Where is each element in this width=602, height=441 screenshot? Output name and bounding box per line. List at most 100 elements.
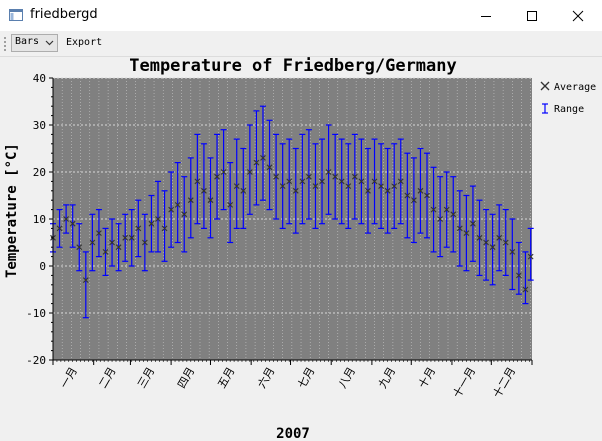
close-button[interactable] <box>555 0 601 31</box>
average-marker <box>358 178 365 185</box>
y-tick-label: -20 <box>26 354 46 367</box>
x-tick-label: 二月 <box>96 365 118 391</box>
range-errorbar <box>437 176 444 258</box>
chart-type-select[interactable]: Bars <box>11 34 58 52</box>
average-marker <box>312 183 319 189</box>
chart-title: Temperature of Friedberg/Germany <box>129 56 457 76</box>
range-errorbar <box>259 105 266 201</box>
average-marker <box>476 234 483 241</box>
average-marker <box>443 206 450 213</box>
average-marker <box>279 183 286 189</box>
average-marker <box>207 197 214 204</box>
average-marker <box>391 183 398 189</box>
maximize-icon <box>527 10 537 21</box>
range-errorbar <box>246 124 253 215</box>
average-marker <box>135 225 142 232</box>
average-marker <box>220 169 227 175</box>
export-button[interactable]: Export <box>66 37 103 48</box>
average-marker <box>424 192 430 199</box>
range-errorbar <box>299 133 306 225</box>
average-marker <box>240 187 247 194</box>
average-marker <box>345 183 352 189</box>
y-axis-label: Temperature [°C] <box>4 143 20 278</box>
average-marker <box>515 272 522 279</box>
average-marker <box>397 178 404 185</box>
average-marker <box>378 183 384 189</box>
average-marker <box>128 234 135 241</box>
average-marker <box>437 216 444 222</box>
average-marker <box>96 230 102 236</box>
range-errorbar <box>483 209 490 281</box>
x-tick-label: 十一月 <box>450 365 479 401</box>
average-marker <box>365 187 371 194</box>
average-marker <box>174 202 181 208</box>
x-tick-label: 十二月 <box>490 365 519 401</box>
x-tick-label: 三月 <box>135 365 157 391</box>
legend-average-label: Average <box>554 82 596 93</box>
average-marker <box>463 230 470 236</box>
x-axis-label: 2007 <box>276 426 310 441</box>
range-errorbar <box>227 161 234 244</box>
y-tick-label: 10 <box>33 213 46 226</box>
legend: Average Range <box>540 81 596 115</box>
average-marker <box>404 192 411 199</box>
range-errorbar <box>82 251 89 319</box>
average-marker <box>69 220 76 227</box>
toolbar-grip[interactable] <box>3 36 7 51</box>
average-marker <box>63 216 70 222</box>
chevron-down-icon <box>45 40 54 46</box>
average-marker <box>496 234 503 241</box>
legend-average-marker <box>540 81 550 91</box>
range-errorbar <box>527 227 534 281</box>
app-window-icon <box>9 9 23 21</box>
x-tick-label: 一月 <box>58 365 80 391</box>
average-marker <box>260 155 266 161</box>
average-marker <box>109 239 115 246</box>
average-marker <box>155 216 161 222</box>
plot-background <box>53 78 532 360</box>
average-marker <box>456 225 463 232</box>
y-tick-label: 0 <box>39 260 46 273</box>
average-marker <box>181 211 188 218</box>
average-marker <box>527 253 534 260</box>
maximize-button[interactable] <box>509 0 555 31</box>
average-marker <box>214 173 220 180</box>
y-axis-ticks: -20 -10 0 10 20 30 40 <box>26 72 53 367</box>
legend-range-label: Range <box>554 104 584 115</box>
average-marker <box>266 164 273 171</box>
x-tick-label: 五月 <box>215 365 237 391</box>
average-marker <box>233 183 240 189</box>
average-marker <box>417 187 424 194</box>
average-marker <box>161 225 168 232</box>
range-errorbar <box>69 204 76 248</box>
window-title: friedbergd <box>30 7 98 22</box>
average-marker <box>325 169 332 175</box>
temperature-chart: -20 -10 0 10 20 30 40 一月 二月 三月 四月 五月 六月 七月 八月 九月 十月 十一月十… <box>4 56 596 441</box>
average-marker <box>286 178 293 185</box>
average-marker <box>306 173 312 180</box>
y-tick-label: 30 <box>33 119 46 132</box>
average-marker <box>141 239 148 246</box>
average-marker <box>470 220 476 227</box>
average-marker <box>187 197 194 204</box>
minimize-icon <box>481 15 491 17</box>
average-marker <box>227 202 234 208</box>
range-errorbar <box>187 157 194 239</box>
close-icon <box>572 10 584 21</box>
x-tick-label: 九月 <box>376 365 398 391</box>
average-marker <box>246 169 253 175</box>
range-errorbar <box>509 218 516 291</box>
average-marker <box>102 249 109 255</box>
x-tick-label: 八月 <box>336 365 358 391</box>
average-marker <box>292 187 299 194</box>
average-marker <box>489 244 496 251</box>
range-errorbar <box>325 124 332 215</box>
average-marker <box>273 173 279 180</box>
average-marker <box>483 239 489 246</box>
minimize-button[interactable] <box>463 0 509 31</box>
range-errorbar <box>233 138 240 229</box>
average-marker <box>148 220 155 227</box>
range-errorbar <box>240 147 247 229</box>
range-errorbar <box>207 157 214 239</box>
title-bar: friedbergd <box>0 0 602 31</box>
